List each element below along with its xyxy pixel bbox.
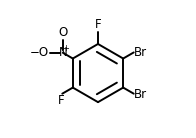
Text: −O: −O [30, 46, 49, 59]
Text: Br: Br [134, 87, 147, 100]
Text: N: N [58, 46, 67, 59]
Text: F: F [95, 18, 101, 31]
Text: Br: Br [134, 46, 147, 59]
Text: O: O [58, 26, 67, 39]
Text: +: + [62, 44, 69, 54]
Text: F: F [58, 94, 65, 107]
